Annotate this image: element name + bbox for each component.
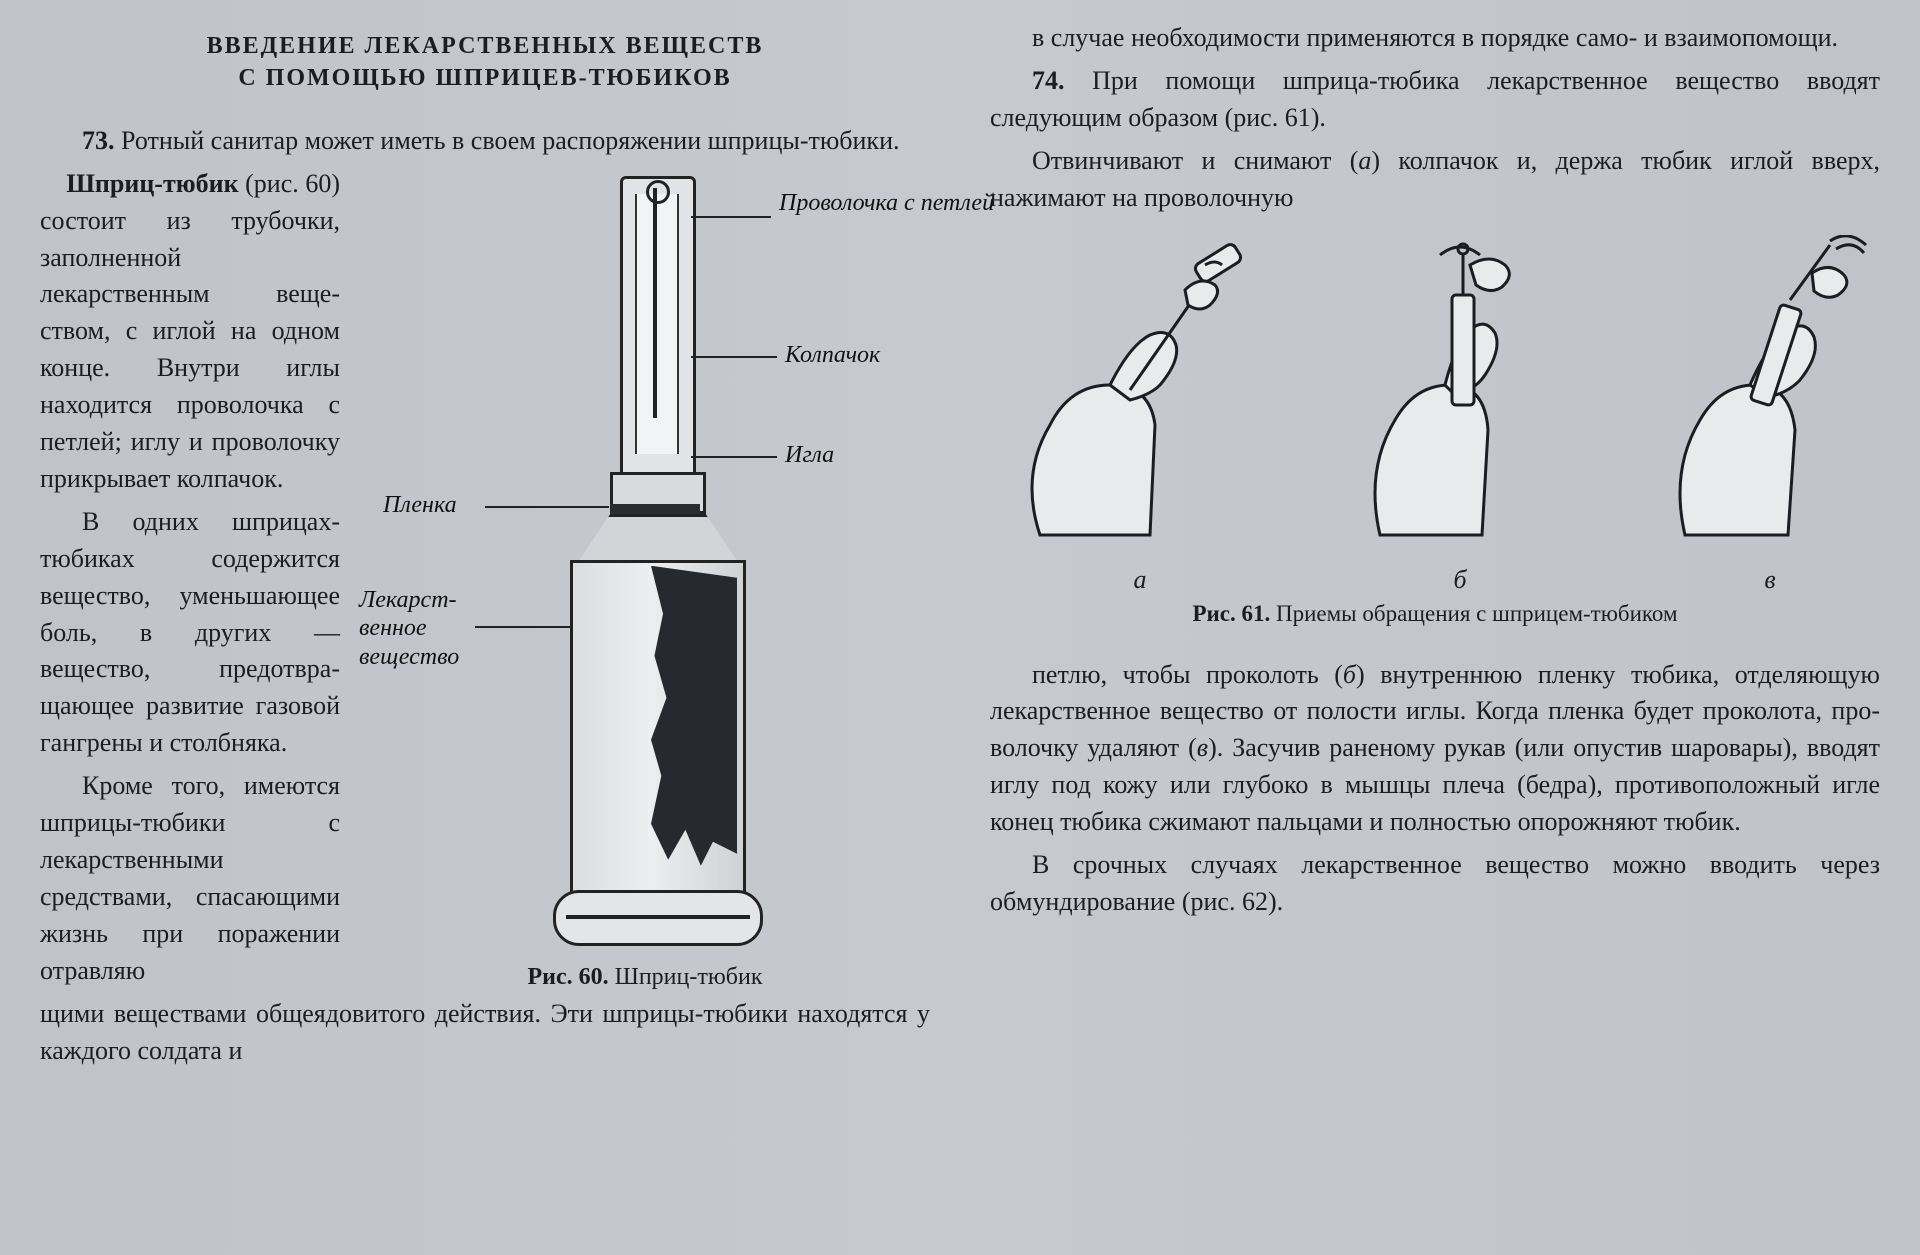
figure-61: а б в bbox=[990, 225, 1880, 595]
figure-61-hand-b bbox=[1320, 235, 1600, 555]
label-cap: Колпачок bbox=[785, 342, 880, 369]
figure-61-caption-rest: Приемы обращения с шприцем-тюбиком bbox=[1270, 601, 1677, 626]
ital-b: б bbox=[1343, 660, 1356, 689]
tube-body bbox=[1452, 295, 1474, 405]
figure-60-caption-rest: Шприц-тюбик bbox=[609, 964, 763, 990]
para-also: Кроме того, име­ются шприцы-тюбики с лек… bbox=[40, 768, 340, 989]
label-wire: Проволочка с петлей bbox=[779, 190, 994, 217]
left-column: ВВЕДЕНИЕ ЛЕКАРСТВЕННЫХ ВЕЩЕСТВ С ПОМОЩЬЮ… bbox=[40, 20, 930, 1225]
syringe-wire bbox=[653, 188, 657, 418]
figure-60-diagram: Проволочка с петлей Колпачок Игла Пленка… bbox=[365, 166, 925, 956]
loop-a: петлю, чтобы проколоть ( bbox=[1032, 660, 1343, 689]
para-74: 74. При помощи шприца-тюбика лекарственн… bbox=[990, 63, 1880, 137]
figure-61-sub-c: в bbox=[1630, 565, 1910, 595]
para-74-num: 74. bbox=[1032, 66, 1065, 95]
syringe-medicine bbox=[651, 566, 737, 866]
para-73-text: Ротный санитар может иметь в своем рас­п… bbox=[115, 126, 900, 155]
right-column: в случае необходимости применяются в пор… bbox=[990, 20, 1880, 1225]
figure-61-caption: Рис. 61. Приемы обращения с шприцем-тюби… bbox=[990, 601, 1880, 627]
para-top-right: в случае необходимости применяются в пор… bbox=[990, 20, 1880, 57]
para-74-text: При помощи шприца-тюбика лекарственное в… bbox=[990, 66, 1880, 132]
ital-v: в bbox=[1197, 733, 1208, 762]
label-wire-text: Проволочка с петлей bbox=[779, 190, 994, 216]
syringe-wire-loop bbox=[646, 180, 670, 204]
wire-away bbox=[1836, 244, 1864, 252]
para-unscrew: Отвинчивают и снимают (а) колпачок и, де… bbox=[990, 143, 1880, 217]
page-spread: ВВЕДЕНИЕ ЛЕКАРСТВЕННЫХ ВЕЩЕСТВ С ПОМОЩЬЮ… bbox=[0, 0, 1920, 1255]
figure-61-caption-bold: Рис. 61. bbox=[1192, 601, 1270, 626]
left-flow: Шприц-тюбик (рис. 60) состоит из тру­боч… bbox=[40, 166, 930, 996]
para-tail: щими веществами общеядовитого действия. … bbox=[40, 996, 930, 1070]
hand-b-svg bbox=[1320, 235, 1600, 555]
para-variants: В одних шприцах-тюбиках содержится вещес… bbox=[40, 504, 340, 762]
figure-61-sub-b: б bbox=[1320, 565, 1600, 595]
figure-61-sub-a: а bbox=[1000, 565, 1280, 595]
heading-line2: С ПОМОЩЬЮ ШПРИЦЕВ-ТЮБИКОВ bbox=[238, 65, 731, 91]
figure-60-caption: Рис. 60. Шприц-тюбик bbox=[360, 964, 930, 991]
hand-shape bbox=[1110, 332, 1177, 399]
syringe-cap-inner bbox=[635, 194, 679, 454]
forearm bbox=[1375, 385, 1488, 535]
para-intro: Шприц-тюбик (рис. 60) состоит из тру­боч… bbox=[40, 166, 340, 498]
para-73: 73. Ротный санитар может иметь в своем р… bbox=[40, 123, 930, 160]
left-narrow-text: Шприц-тюбик (рис. 60) состоит из тру­боч… bbox=[40, 166, 340, 996]
forearm bbox=[1680, 385, 1795, 535]
upper-fingers bbox=[1470, 259, 1509, 291]
para-loop: петлю, чтобы проколоть (б) внутреннюю пл… bbox=[990, 657, 1880, 842]
label-film: Пленка bbox=[383, 492, 457, 519]
section-heading: ВВЕДЕНИЕ ЛЕКАРСТВЕННЫХ ВЕЩЕСТВ С ПОМОЩЬЮ… bbox=[40, 30, 930, 95]
label-medicine: Лекарст­венное вещество bbox=[359, 586, 509, 672]
upper-fingers bbox=[1185, 281, 1218, 309]
para-intro-text: (рис. 60) состоит из тру­бочки, заполнен… bbox=[40, 169, 340, 493]
syringe-film bbox=[610, 504, 700, 514]
forearm bbox=[1032, 385, 1155, 535]
hand-a-svg bbox=[1000, 235, 1280, 555]
figure-61-hand-a bbox=[1000, 235, 1280, 555]
upper-fingers bbox=[1812, 267, 1847, 297]
lead-wire bbox=[691, 216, 771, 218]
syringe-roll bbox=[553, 890, 763, 946]
unscrew-a: Отвинчивают и снимают ( bbox=[1032, 146, 1358, 175]
figure-61-hand-c bbox=[1630, 235, 1910, 555]
ital-a: а bbox=[1358, 146, 1371, 175]
label-needle: Игла bbox=[785, 442, 834, 469]
para-urgent: В срочных случаях лекарственное вещество… bbox=[990, 847, 1880, 921]
para-73-num: 73. bbox=[82, 126, 115, 155]
lead-needle bbox=[691, 456, 777, 458]
figure-60: Проволочка с петлей Колпачок Игла Пленка… bbox=[360, 166, 930, 996]
lead-film bbox=[485, 506, 609, 508]
hand-c-svg bbox=[1630, 235, 1910, 555]
heading-line1: ВВЕДЕНИЕ ЛЕКАРСТВЕННЫХ ВЕЩЕСТВ bbox=[207, 33, 764, 59]
lead-cap bbox=[691, 356, 777, 358]
bold-shprits: Шприц-тюбик bbox=[66, 169, 238, 198]
figure-60-caption-bold: Рис. 60. bbox=[527, 964, 608, 990]
